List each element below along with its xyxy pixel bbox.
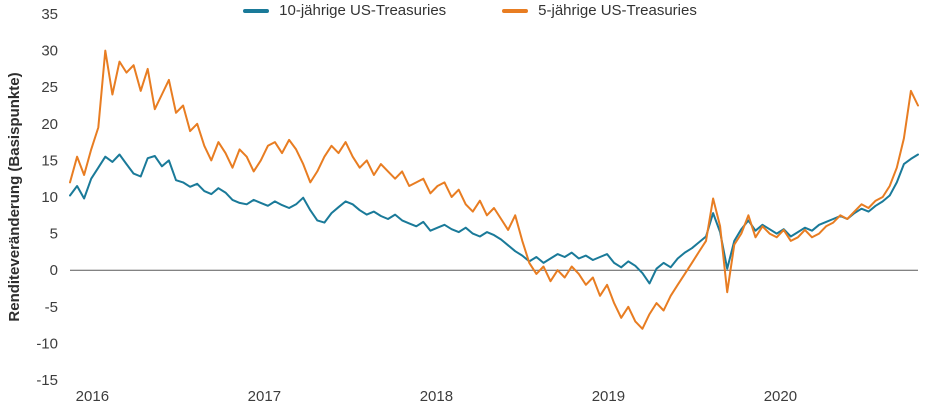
svg-text:2016: 2016 xyxy=(76,388,109,405)
x-axis-tick-labels: 2016 2017 2018 2019 2020 xyxy=(76,388,797,405)
svg-text:10: 10 xyxy=(41,189,58,206)
svg-text:30: 30 xyxy=(41,43,58,60)
svg-text:35: 35 xyxy=(41,6,58,23)
series-10y-line xyxy=(69,153,919,285)
svg-text:2020: 2020 xyxy=(764,388,797,405)
y-axis-tick-labels: 35 30 25 20 15 10 5 0 -5 -10 -15 xyxy=(36,6,58,389)
svg-text:2018: 2018 xyxy=(420,388,453,405)
svg-text:-15: -15 xyxy=(36,372,58,389)
svg-text:0: 0 xyxy=(50,262,58,279)
legend-marker-5y xyxy=(502,8,529,13)
svg-text:-5: -5 xyxy=(45,299,58,316)
svg-text:5: 5 xyxy=(50,226,58,243)
svg-text:20: 20 xyxy=(41,116,58,133)
legend-label-10y: 10-jährige US-Treasuries xyxy=(279,2,447,19)
series-5y-line xyxy=(69,49,919,330)
svg-text:15: 15 xyxy=(41,152,58,169)
svg-text:2017: 2017 xyxy=(248,388,281,405)
legend-label-5y: 5-jährige US-Treasuries xyxy=(538,2,697,19)
legend: 10-jährige US-Treasuries 5-jährige US-Tr… xyxy=(0,2,940,19)
legend-item-10y-treasuries: 10-jährige US-Treasuries xyxy=(243,2,446,19)
svg-text:2019: 2019 xyxy=(592,388,625,405)
legend-marker-10y xyxy=(243,8,270,13)
legend-item-5y-treasuries: 5-jährige US-Treasuries xyxy=(502,2,697,19)
svg-text:-10: -10 xyxy=(36,335,58,352)
svg-text:25: 25 xyxy=(41,79,58,96)
